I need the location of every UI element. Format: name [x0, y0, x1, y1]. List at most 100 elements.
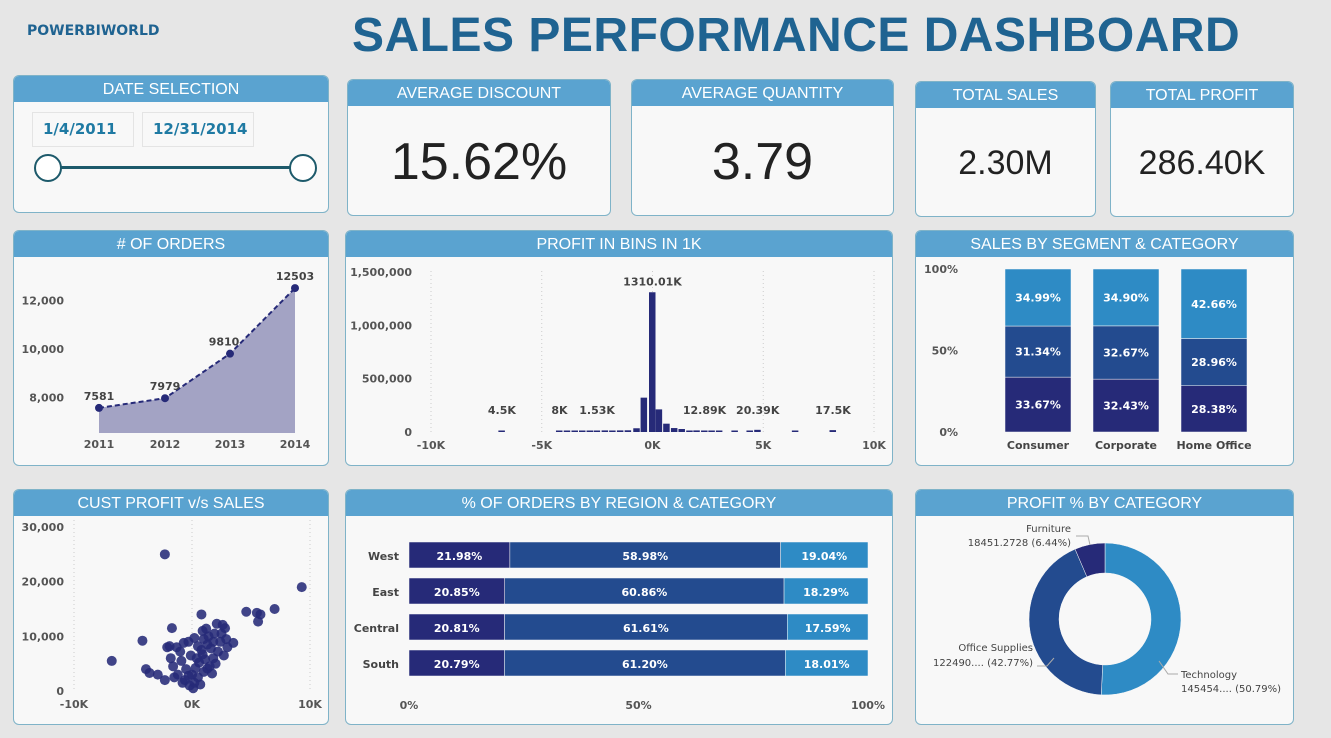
slider-start-handle[interactable]: [34, 154, 62, 182]
histogram-bar: [678, 429, 685, 432]
donut-slice: [1028, 548, 1103, 696]
x-tick-label: 2012: [150, 438, 181, 451]
start-date-input[interactable]: 1/4/2011: [32, 112, 134, 147]
scatter-point: [165, 653, 176, 664]
y-tick-label: 20,000: [22, 576, 65, 589]
data-label: 21.98%: [437, 550, 483, 563]
panel-title: TOTAL PROFIT: [1111, 82, 1293, 108]
histogram-bar: [640, 397, 648, 432]
data-label: 20.79%: [434, 658, 480, 671]
scatter-point: [196, 609, 207, 620]
x-tick-label: -10K: [417, 439, 446, 452]
data-label: 17.59%: [805, 622, 851, 635]
histogram-bar: [791, 430, 799, 432]
page-title: SALES PERFORMANCE DASHBOARD: [352, 9, 1241, 62]
y-category-label: South: [363, 658, 399, 671]
data-point: [291, 284, 299, 293]
scatter-point: [144, 667, 155, 678]
scatter-point: [220, 623, 231, 634]
y-tick-label: 10,000: [22, 343, 65, 356]
slice-value-label: 18451.2728 (6.44%): [968, 538, 1071, 549]
x-tick-label: 0%: [400, 699, 419, 712]
y-tick-label: 0%: [939, 426, 958, 439]
data-point: [95, 403, 103, 412]
kpi-total-sales: TOTAL SALES 2.30M: [915, 81, 1096, 217]
histogram-bar: [609, 430, 616, 432]
histogram-bar: [829, 430, 837, 432]
stacked-bar-segment: [1004, 376, 1072, 433]
data-label: 12503: [276, 270, 314, 283]
segment-chart-panel: SALES BY SEGMENT & CATEGORY 0% 50% 100% 33.…: [915, 230, 1294, 466]
end-date-input[interactable]: 12/31/2014: [142, 112, 254, 147]
y-tick-label: 50%: [932, 345, 958, 358]
segment-stacked-chart: 0% 50% 100% 33.67% 31.34% 34.99% Consumer 32.43…: [924, 263, 1252, 452]
data-label: 9810: [209, 336, 240, 349]
scatter-point: [189, 632, 200, 643]
profit-sales-scatter: -10K 0K 10K 0 10,000 20,000 30,000: [22, 520, 322, 711]
scatter-point: [185, 650, 196, 661]
y-tick-label: 1,500,000: [350, 266, 412, 279]
x-tick-label: 2011: [84, 438, 115, 451]
x-tick-label: 100%: [851, 699, 885, 712]
data-point: [226, 349, 234, 358]
scatter-point: [222, 642, 233, 653]
scatter-point: [152, 669, 163, 680]
y-category-label: East: [372, 586, 399, 599]
panel-title: % OF ORDERS BY REGION & CATEGORY: [346, 490, 892, 516]
scatter-panel: CUST PROFIT v/s SALES -10K 0K 10K 0 10,000 20…: [13, 489, 329, 725]
scatter-point: [241, 606, 252, 617]
histogram-bar: [649, 292, 656, 432]
histogram-bar: [579, 430, 586, 432]
x-category-label: Home Office: [1176, 439, 1251, 452]
stacked-bar-segment: [408, 577, 505, 605]
scatter-point: [253, 616, 264, 627]
leader-line: [1158, 660, 1178, 675]
scatter-point: [210, 658, 221, 669]
leader-line: [1076, 535, 1091, 546]
histogram-bar: [731, 430, 738, 432]
scatter-point: [166, 623, 177, 634]
region-stacked-chart: 0% 50% 100% West 21.98% 58.98% 19.04% East 20.85…: [354, 541, 885, 712]
kpi-average-quantity: AVERAGE QUANTITY 3.79: [631, 79, 894, 216]
histogram-bar: [498, 430, 505, 432]
x-tick-label: 2014: [280, 438, 311, 451]
date-slider-track[interactable]: [48, 166, 302, 169]
stacked-bar-segment: [1004, 268, 1072, 327]
scatter-point: [269, 604, 280, 614]
data-label: 61.61%: [623, 622, 669, 635]
slider-end-handle[interactable]: [289, 154, 317, 182]
data-label: 28.38%: [1191, 403, 1237, 416]
donut-slice: [1074, 542, 1106, 578]
histogram-bar: [686, 430, 693, 432]
scatter-point: [168, 661, 179, 672]
data-label: 8K: [551, 404, 568, 417]
data-label: 18.01%: [804, 658, 850, 671]
scatter-point: [192, 641, 203, 652]
scatter-point: [106, 655, 117, 666]
scatter-point: [137, 635, 148, 646]
y-category-label: West: [368, 550, 399, 563]
stacked-bar-segment: [1180, 268, 1248, 339]
scatter-point: [169, 672, 180, 683]
orders-line: [98, 287, 296, 409]
leader-line: [1037, 657, 1055, 667]
histogram-bar: [563, 430, 571, 432]
kpi-value: 3.79: [711, 133, 814, 191]
orders-area: [99, 288, 295, 433]
panel-title: CUST PROFIT v/s SALES: [14, 490, 328, 516]
scatter-point: [205, 643, 216, 654]
profit-donut-chart: Technology 145454.... (50.79%) Office Supp…: [933, 524, 1281, 696]
y-tick-label: 1,000,000: [350, 319, 412, 332]
scatter-point: [201, 623, 212, 634]
scatter-point: [175, 646, 186, 657]
histogram-bar: [624, 430, 632, 432]
histogram-bar: [655, 409, 663, 432]
histogram-bar: [601, 430, 609, 432]
y-tick-label: 500,000: [362, 373, 412, 386]
orders-chart-panel: # OF ORDERS 8,000 10,000 12,000 7581 2011 797…: [13, 230, 329, 466]
histogram-bar: [586, 430, 594, 432]
x-tick-label: 5K: [755, 439, 772, 452]
date-selection-panel: DATE SELECTION 1/4/2011 12/31/2014: [13, 75, 329, 213]
scatter-point: [197, 649, 208, 660]
histogram-bar: [663, 423, 670, 432]
